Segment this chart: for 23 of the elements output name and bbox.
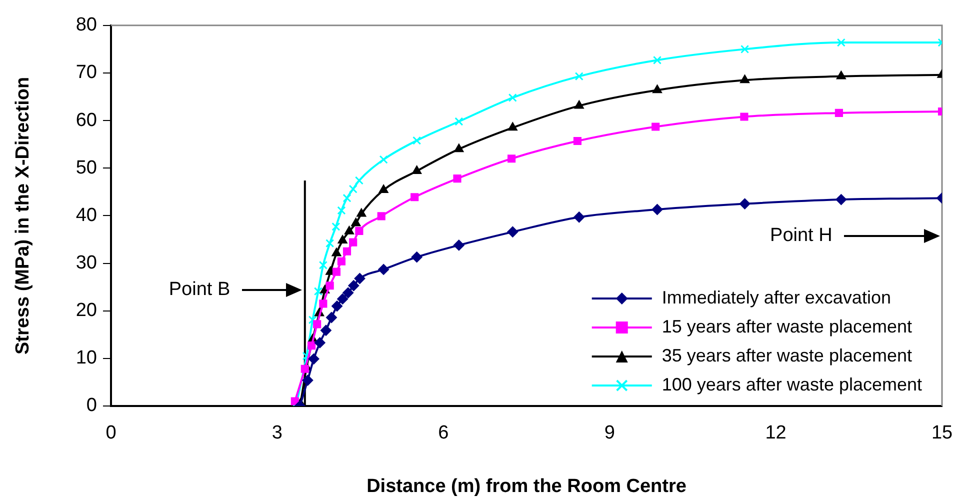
x-tick-label: 12 [765,422,786,444]
legend-label: Immediately after excavation [662,287,891,308]
y-tick-label: 20 [76,300,97,322]
x-tick-label: 6 [438,422,449,444]
y-axis-title: Stress (MPa) in the X-Direction [12,76,34,355]
y-tick-label: 0 [86,395,97,416]
legend-label: 35 years after waste placement [662,345,912,366]
y-tick-label: 50 [76,157,97,178]
annotation: Point H [770,225,832,248]
legend-label: 100 years after waste placement [662,374,922,394]
y-tick-label: 10 [76,348,97,369]
y-tick-label: 40 [76,204,97,226]
y-tick-label: 30 [76,252,97,274]
x-tick-label: 9 [604,422,615,444]
y-tick-label: 60 [76,110,97,131]
x-axis-title: Distance (m) from the Room Centre [366,476,686,497]
x-tick-label: 15 [931,422,953,444]
y-tick-label: 80 [76,14,97,36]
legend-label: 15 years after waste placement [662,316,912,336]
annotation: Point B [168,279,230,302]
y-tick-label: 70 [76,62,97,84]
x-tick-label: 3 [272,422,282,444]
x-tick-label: 0 [106,422,116,444]
